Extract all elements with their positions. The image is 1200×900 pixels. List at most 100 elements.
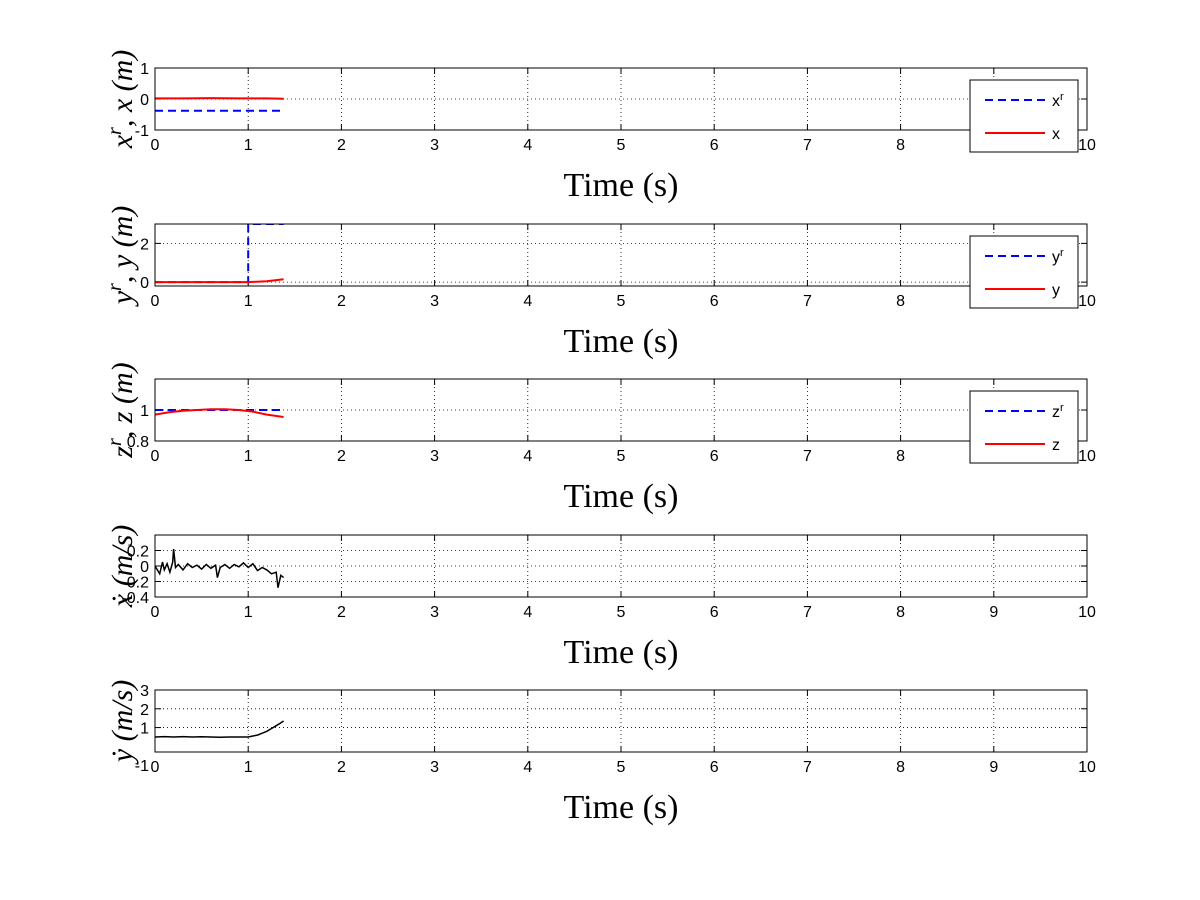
x-tick-label: 10 — [1078, 137, 1096, 154]
legend-label: xr — [1052, 91, 1064, 110]
x-tick-label: 9 — [989, 759, 998, 776]
x-tick-label: 7 — [803, 293, 812, 310]
y-tick-label: -1 — [135, 758, 149, 775]
x-tick-label: 8 — [896, 604, 905, 621]
series-line-data — [155, 720, 285, 738]
x-tick-label: 1 — [244, 293, 253, 310]
legend: xr x — [969, 79, 1079, 153]
x-tick-label: 6 — [710, 293, 719, 310]
y-axis-label: ẏ (m/s) — [106, 680, 139, 765]
x-tick-label: 7 — [803, 137, 812, 154]
x-tick-label: 0 — [151, 293, 160, 310]
x-tick-label: 10 — [1078, 448, 1096, 465]
legend-box — [969, 235, 1079, 309]
y-tick-label: 0.8 — [127, 434, 149, 451]
y-tick-label: 0 — [140, 92, 149, 109]
y-tick-label: 1 — [140, 61, 149, 78]
legend-label: y — [1052, 282, 1060, 299]
series-line-y — [155, 278, 284, 284]
x-tick-label: 2 — [337, 759, 346, 776]
x-tick-label: 5 — [617, 137, 626, 154]
x-tick-label: 2 — [337, 293, 346, 310]
x-tick-label: 3 — [430, 137, 439, 154]
x-tick-label: 1 — [244, 448, 253, 465]
x-tick-label: 1 — [244, 137, 253, 154]
x-tick-label: 3 — [430, 604, 439, 621]
x-tick-label: 0 — [151, 759, 160, 776]
x-tick-label: 3 — [430, 759, 439, 776]
x-tick-label: 4 — [523, 448, 532, 465]
y-tick-label: 0 — [140, 559, 149, 576]
x-tick-label: 4 — [523, 759, 532, 776]
legend: zr z — [969, 390, 1079, 464]
x-tick-label: 5 — [617, 759, 626, 776]
y-tick-label: -0.4 — [121, 590, 149, 607]
x-tick-label: 3 — [430, 293, 439, 310]
x-axis-label: Time (s) — [564, 634, 679, 671]
x-tick-label: 0 — [151, 448, 160, 465]
x-tick-label: 6 — [710, 137, 719, 154]
y-tick-label: 0 — [140, 275, 149, 292]
x-tick-label: 4 — [523, 137, 532, 154]
legend-label: yr — [1052, 247, 1064, 266]
x-tick-label: 4 — [523, 604, 532, 621]
x-axis-label: Time (s) — [564, 167, 679, 204]
y-tick-label: 1 — [140, 403, 149, 420]
axes-background — [155, 690, 1087, 752]
legend-box — [969, 390, 1079, 464]
y-tick-label: 2 — [140, 702, 149, 719]
x-tick-label: 1 — [244, 759, 253, 776]
y-axis-label: xr, x (m) — [104, 50, 139, 150]
x-tick-label: 7 — [803, 759, 812, 776]
legend-box — [969, 79, 1079, 153]
x-tick-label: 0 — [151, 604, 160, 621]
x-tick-label: 5 — [617, 293, 626, 310]
x-tick-label: 6 — [710, 448, 719, 465]
axes-frame — [154, 223, 1088, 287]
x-tick-label: 7 — [803, 604, 812, 621]
x-tick-label: 5 — [617, 604, 626, 621]
y-tick-label: -0.2 — [121, 575, 149, 592]
x-tick-label: 8 — [896, 448, 905, 465]
legend-label: zr — [1052, 402, 1064, 421]
axes-frame — [154, 689, 1088, 753]
series-line-z — [155, 408, 284, 418]
axes-background — [155, 224, 1087, 286]
axes-frame — [154, 378, 1088, 442]
y-tick-label: 3 — [140, 683, 149, 700]
x-tick-label: 6 — [710, 759, 719, 776]
x-tick-label: 8 — [896, 759, 905, 776]
x-tick-label: 8 — [896, 137, 905, 154]
x-tick-label: 2 — [337, 137, 346, 154]
legend-label: x — [1052, 126, 1060, 143]
y-tick-label: 0.2 — [127, 544, 149, 561]
x-tick-label: 10 — [1078, 604, 1096, 621]
x-tick-label: 10 — [1078, 759, 1096, 776]
axes-frame — [154, 534, 1088, 598]
x-tick-label: 0 — [151, 137, 160, 154]
y-axis-label: yr, y (m) — [104, 206, 139, 308]
x-tick-label: 2 — [337, 604, 346, 621]
axes-frame — [154, 67, 1088, 131]
x-tick-label: 7 — [803, 448, 812, 465]
x-tick-label: 8 — [896, 293, 905, 310]
x-tick-label: 10 — [1078, 293, 1096, 310]
x-axis-label: Time (s) — [564, 478, 679, 515]
legend: yr y — [969, 235, 1079, 309]
x-tick-label: 4 — [523, 293, 532, 310]
y-tick-label: 2 — [140, 236, 149, 253]
x-tick-label: 2 — [337, 448, 346, 465]
x-tick-label: 6 — [710, 604, 719, 621]
x-tick-label: 1 — [244, 604, 253, 621]
x-axis-label: Time (s) — [564, 789, 679, 826]
x-tick-label: 3 — [430, 448, 439, 465]
x-tick-label: 5 — [617, 448, 626, 465]
y-axis-label: ẋ (m/s) — [106, 525, 139, 608]
x-axis-label: Time (s) — [564, 323, 679, 360]
series-line-data — [155, 548, 285, 588]
legend-label: z — [1052, 437, 1060, 454]
